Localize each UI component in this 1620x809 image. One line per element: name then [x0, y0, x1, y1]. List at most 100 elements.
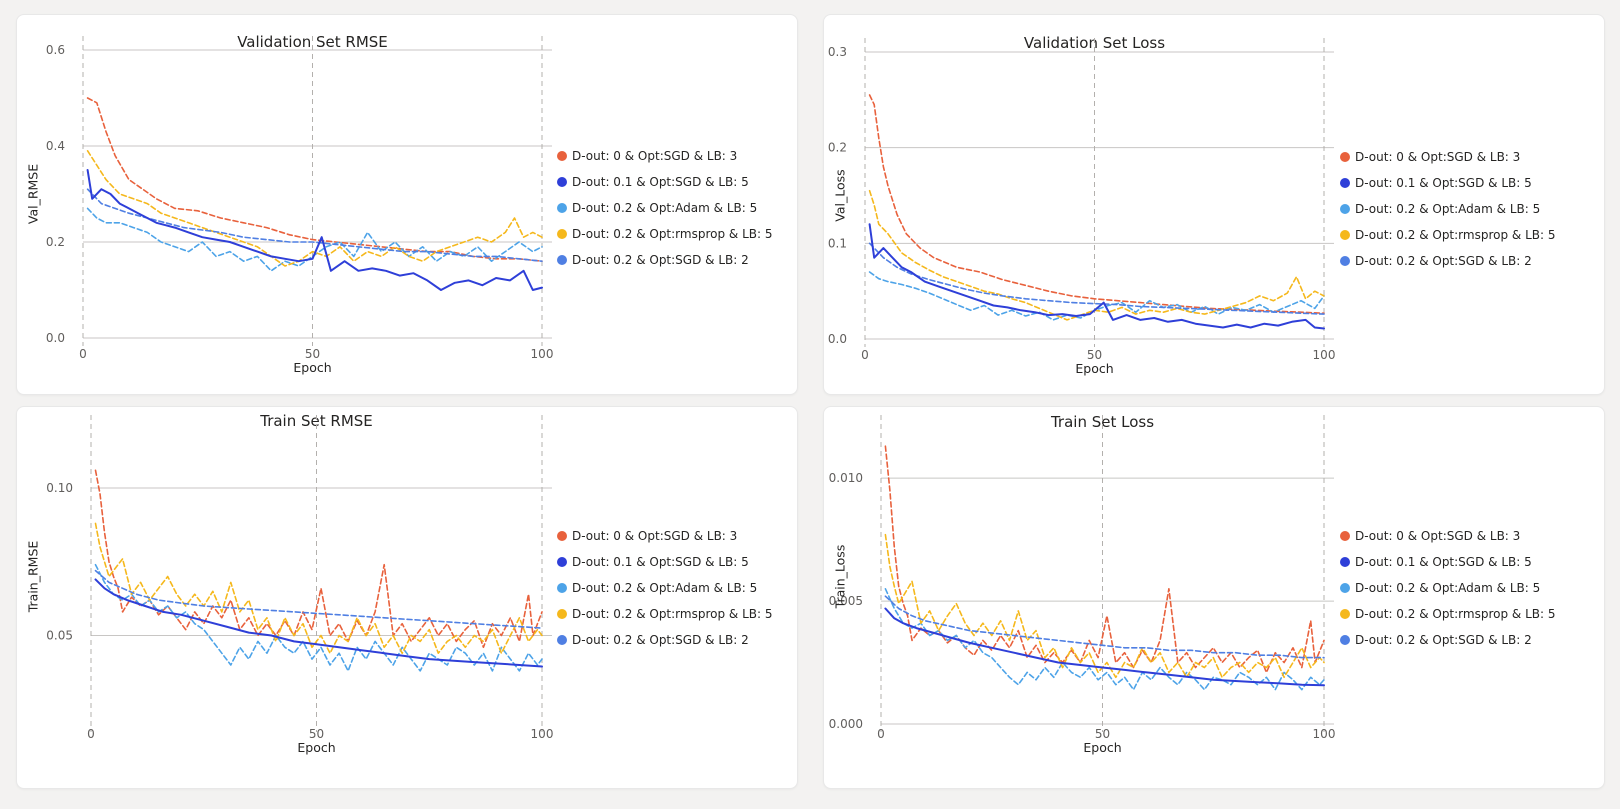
legend-label: D-out: 0.1 & Opt:SGD & LB: 5 [1355, 555, 1532, 569]
series-line [94, 569, 543, 629]
legend-marker [1340, 178, 1350, 188]
legend-label: D-out: 0.2 & Opt:rmsprop & LB: 5 [572, 607, 773, 621]
x-tick-label: 50 [309, 727, 324, 741]
y-axis-label: Train_RMSE [25, 541, 40, 614]
chart-card-train-rmse: Train Set RMSE 0.05 0.10 0 50 100 Epoch Train_R… [16, 406, 798, 789]
legend-marker [1340, 583, 1350, 593]
series-line [86, 150, 543, 267]
legend-label: D-out: 0.1 & Opt:SGD & LB: 5 [572, 175, 749, 189]
x-axis-label: Epoch [1075, 361, 1113, 376]
legend-label: D-out: 0.2 & Opt:Adam & LB: 5 [1355, 202, 1540, 216]
legend-label: D-out: 0.1 & Opt:SGD & LB: 5 [1355, 176, 1532, 190]
y-tick-label: 0.000 [829, 717, 863, 731]
legend-label: D-out: 0.2 & Opt:Adam & LB: 5 [1355, 581, 1540, 595]
legend-marker [557, 255, 567, 265]
legend-marker [1340, 256, 1350, 266]
x-tick-label: 50 [305, 347, 320, 361]
series-line [94, 469, 543, 649]
y-tick-label: 0.10 [46, 481, 73, 495]
legend-marker [1340, 609, 1350, 619]
chart-card-val-loss: Validation Set Loss 0.0 0.1 0.2 0.3 0 50 100 Epo… [823, 14, 1605, 395]
chart-train-rmse: Train Set RMSE 0.05 0.10 0 50 100 Epoch Train_R… [25, 412, 773, 755]
legend-label: D-out: 0.2 & Opt:Adam & LB: 5 [572, 201, 757, 215]
legend-label: D-out: 0 & Opt:SGD & LB: 3 [572, 529, 737, 543]
legend-label: D-out: 0.2 & Opt:Adam & LB: 5 [572, 581, 757, 595]
chart-title: Train Set RMSE [259, 412, 373, 430]
y-tick-label: 0.2 [46, 235, 65, 249]
y-tick-label: 0.0 [46, 331, 65, 345]
x-tick-label: 100 [1313, 348, 1336, 362]
legend-marker [1340, 635, 1350, 645]
x-tick-label: 100 [1313, 727, 1336, 741]
x-tick-label: 0 [877, 727, 885, 741]
series-line [884, 607, 1325, 687]
series-line [868, 223, 1325, 330]
legend-marker [557, 609, 567, 619]
chart-card-val-rmse: Validation Set RMSE 0.0 0.2 0.4 0.6 0 50 100 Epo… [16, 14, 798, 395]
y-axis-label: Train_Loss [832, 545, 847, 610]
x-tick-label: 50 [1087, 348, 1102, 362]
chart-train-loss: Train Set Loss 0.000 0.005 0.010 0 50 100 Epoch… [829, 413, 1556, 755]
chart-card-train-loss: Train Set Loss 0.000 0.005 0.010 0 50 100 Epoch… [823, 406, 1605, 789]
legend-marker [557, 229, 567, 239]
series-line [868, 242, 1325, 315]
series-line [868, 94, 1325, 314]
legend-marker [557, 177, 567, 187]
legend-marker [557, 531, 567, 541]
series-line [94, 522, 543, 654]
series-line [868, 189, 1325, 321]
x-axis-label: Epoch [293, 360, 331, 375]
legend-marker [1340, 204, 1350, 214]
y-tick-label: 0.1 [828, 236, 847, 250]
y-tick-label: 0.010 [829, 471, 863, 485]
series-line [86, 97, 543, 262]
x-tick-label: 100 [531, 727, 554, 741]
chart-title: Validation Set RMSE [237, 33, 388, 51]
series-line [884, 588, 1325, 691]
legend-marker [1340, 531, 1350, 541]
legend-marker [1340, 152, 1350, 162]
y-axis-label: Val_RMSE [25, 164, 40, 224]
y-tick-label: 0.3 [828, 45, 847, 59]
legend-label: D-out: 0.2 & Opt:SGD & LB: 2 [1355, 254, 1532, 268]
x-axis-label: Epoch [1083, 740, 1121, 755]
series-line [884, 533, 1325, 679]
x-axis-label: Epoch [297, 740, 335, 755]
legend-label: D-out: 0.2 & Opt:rmsprop & LB: 5 [1355, 228, 1556, 242]
series-line [884, 595, 1325, 659]
series-line [86, 188, 543, 262]
x-tick-label: 100 [531, 347, 554, 361]
legend-marker [557, 583, 567, 593]
legend-label: D-out: 0.2 & Opt:SGD & LB: 2 [572, 253, 749, 267]
chart-val-rmse: Validation Set RMSE 0.0 0.2 0.4 0.6 0 50 100 Epo… [25, 33, 772, 375]
legend-marker [1340, 230, 1350, 240]
series-line [868, 271, 1325, 321]
series-line [94, 578, 543, 668]
legend-marker [557, 557, 567, 567]
legend-marker [557, 203, 567, 213]
legend-label: D-out: 0.2 & Opt:rmsprop & LB: 5 [1355, 607, 1556, 621]
x-tick-label: 0 [861, 348, 869, 362]
y-axis-label: Val_Loss [832, 169, 847, 221]
x-tick-label: 0 [87, 727, 95, 741]
x-tick-label: 50 [1095, 727, 1110, 741]
y-tick-label: 0.6 [46, 43, 65, 57]
legend-marker [557, 635, 567, 645]
y-tick-label: 0.0 [828, 332, 847, 346]
series-line [86, 169, 543, 291]
series-line [94, 563, 543, 672]
legend-label: D-out: 0.2 & Opt:SGD & LB: 2 [572, 633, 749, 647]
chart-title: Train Set Loss [1050, 413, 1154, 431]
y-tick-label: 0.005 [829, 594, 863, 608]
legend-marker [1340, 557, 1350, 567]
y-tick-label: 0.05 [46, 629, 73, 643]
legend-label: D-out: 0.2 & Opt:SGD & LB: 2 [1355, 633, 1532, 647]
x-tick-label: 0 [79, 347, 87, 361]
legend-label: D-out: 0 & Opt:SGD & LB: 3 [572, 149, 737, 163]
legend-label: D-out: 0.1 & Opt:SGD & LB: 5 [572, 555, 749, 569]
y-tick-label: 0.2 [828, 141, 847, 155]
legend-marker [557, 151, 567, 161]
y-tick-label: 0.4 [46, 139, 65, 153]
legend-label: D-out: 0 & Opt:SGD & LB: 3 [1355, 150, 1520, 164]
